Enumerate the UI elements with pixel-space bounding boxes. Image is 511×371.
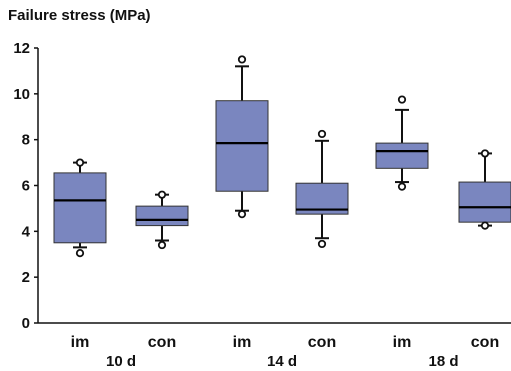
box-body bbox=[215, 100, 269, 192]
category-label: con bbox=[471, 334, 499, 351]
outlier-point bbox=[397, 182, 407, 191]
y-tick-label: 12 bbox=[13, 40, 30, 57]
box-im-14d bbox=[215, 55, 269, 219]
box-body bbox=[375, 142, 429, 169]
box-con-14d bbox=[295, 129, 349, 249]
category-label: con bbox=[308, 334, 336, 351]
category-label: im bbox=[71, 334, 90, 351]
outlier-point bbox=[237, 210, 247, 219]
chart-title: Failure stress (MPa) bbox=[8, 7, 151, 24]
group-label: 18 d bbox=[428, 353, 458, 370]
outlier-point bbox=[317, 239, 327, 249]
group-label: 14 d bbox=[267, 353, 297, 370]
outlier-point bbox=[237, 55, 247, 64]
box-body bbox=[458, 181, 511, 223]
y-tick-label: 2 bbox=[22, 269, 30, 286]
y-tick-label: 0 bbox=[22, 315, 30, 332]
outlier-point bbox=[480, 221, 490, 230]
y-tick-label: 4 bbox=[22, 223, 31, 240]
box-con-18d bbox=[458, 149, 511, 230]
box-con-10d bbox=[135, 190, 189, 250]
y-tick-label: 8 bbox=[22, 132, 30, 149]
outlier-point bbox=[75, 158, 85, 167]
outlier-point bbox=[157, 240, 167, 250]
outlier-point bbox=[480, 149, 490, 158]
outlier-point bbox=[75, 249, 85, 258]
category-label: im bbox=[393, 334, 412, 351]
boxes bbox=[53, 55, 511, 258]
category-label: im bbox=[233, 334, 252, 351]
axes: 0 2 4 6 8 10 12 bbox=[13, 40, 511, 332]
box-body bbox=[135, 205, 189, 227]
outlier-point bbox=[317, 129, 327, 139]
category-labels: im con im con im con 10 d 14 d 18 d bbox=[71, 334, 500, 370]
outlier-point bbox=[397, 95, 407, 104]
box-body bbox=[53, 172, 107, 244]
category-label: con bbox=[148, 334, 176, 351]
outlier-point bbox=[157, 190, 167, 199]
box-im-18d bbox=[375, 95, 429, 191]
y-tick-label: 6 bbox=[22, 178, 30, 195]
y-tick-label: 10 bbox=[13, 86, 30, 103]
box-im-10d bbox=[53, 158, 107, 258]
group-label: 10 d bbox=[106, 353, 136, 370]
